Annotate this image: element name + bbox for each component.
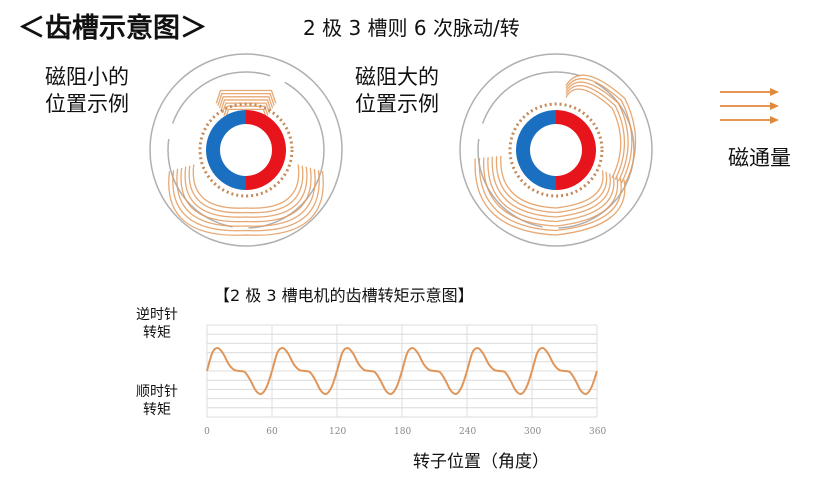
flux-line [180, 167, 312, 223]
flux-line [172, 170, 320, 232]
y-label-top-line1: 逆时针 [136, 307, 178, 323]
flux-line [217, 93, 275, 106]
flux-line [168, 171, 324, 236]
flux-line [225, 108, 267, 119]
x-tick-label: 60 [266, 427, 278, 437]
flux-line [176, 168, 316, 227]
motor-left-label-line2: 位置示例 [45, 92, 129, 116]
x-tick-label: 360 [589, 427, 607, 437]
chart-title: 【2 极 3 槽电机的齿槽转矩示意图】 [214, 286, 474, 305]
flux-arrow-head-icon [770, 102, 779, 110]
subtitle: 2 极 3 槽则 6 次脉动/转 [303, 16, 520, 40]
flux-line [487, 157, 615, 223]
flux-lines [474, 74, 637, 236]
flux-line [184, 166, 308, 218]
motor-left-label: 磁阻小的 位置示例 [45, 64, 129, 118]
flux-line [500, 155, 604, 209]
magnet-s-pole [516, 110, 556, 190]
flux-line [223, 105, 269, 116]
y-label-bottom-line2: 转矩 [143, 402, 171, 418]
slot-gap [480, 174, 507, 198]
flux-line [565, 78, 633, 184]
left-motor [149, 53, 343, 247]
flux-line [495, 156, 608, 214]
flux-line [215, 89, 277, 104]
x-tick-label: 240 [459, 427, 477, 437]
flux-legend-label: 磁通量 [728, 146, 791, 170]
stator-inner-ring [477, 71, 635, 229]
stator-slot [480, 174, 507, 198]
x-tick-label: 180 [394, 427, 412, 437]
flux-line [218, 96, 274, 109]
stator-outer-ring [149, 53, 343, 247]
x-tick-label: 300 [524, 427, 542, 437]
flux-line [192, 164, 300, 209]
x-tick-label: 120 [329, 427, 347, 437]
flux-line [565, 81, 629, 182]
flux-line [565, 85, 625, 180]
magnet-s-pole [206, 110, 246, 190]
slot-gap [548, 68, 564, 88]
rotor-teeth [508, 102, 604, 198]
flux-line [565, 88, 622, 179]
flux-line [565, 74, 637, 185]
y-label-clockwise: 顺时针 转矩 [136, 383, 178, 419]
x-tick-label: 0 [204, 427, 210, 437]
flux-arrow-head-icon [770, 116, 779, 124]
rotor-teeth [198, 102, 294, 198]
flux-line [220, 99, 272, 111]
flux-line [188, 165, 304, 214]
flux-line [478, 158, 622, 232]
flux-line [491, 156, 611, 218]
magnet-n-pole [246, 110, 286, 190]
slot-gap [238, 68, 254, 88]
page-title: ＜齿槽示意图＞ [18, 13, 207, 44]
stator-slot [238, 68, 254, 88]
motor-right-label-line2: 位置示例 [355, 92, 439, 116]
flux-lines [168, 89, 324, 236]
y-label-counterclockwise: 逆时针 转矩 [136, 306, 178, 342]
flux-line [483, 157, 619, 227]
x-axis-label: 转子位置（角度） [413, 452, 549, 472]
flux-arrow-head-icon [770, 88, 779, 96]
motor-left-label-line1: 磁阻小的 [45, 65, 129, 89]
y-label-top-line2: 转矩 [143, 325, 171, 341]
y-label-bottom-line1: 顺时针 [136, 384, 178, 400]
motor-right-label: 磁阻大的 位置示例 [355, 64, 439, 118]
right-motor [459, 53, 653, 247]
stator-inner-ring [167, 71, 325, 229]
motor-right-label-line1: 磁阻大的 [355, 65, 439, 89]
flux-line [474, 158, 626, 236]
torque-curve [206, 346, 598, 396]
stator-slot [548, 68, 564, 88]
stator-outer-ring [459, 53, 653, 247]
magnet-n-pole [556, 110, 596, 190]
